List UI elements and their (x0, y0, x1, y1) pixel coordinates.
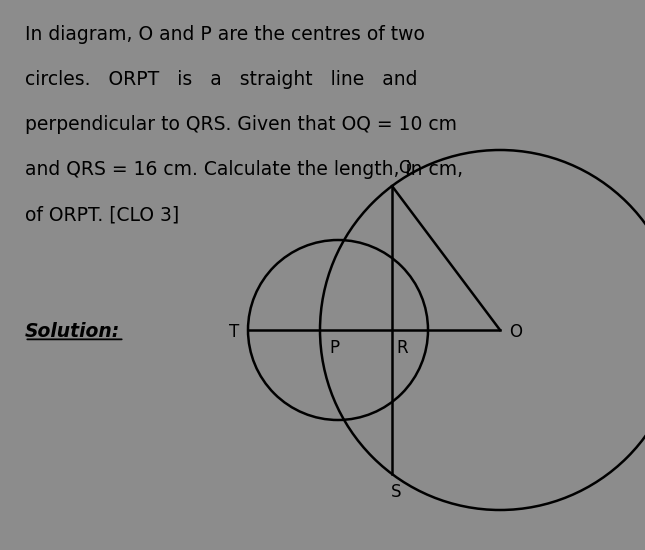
Text: In diagram, O and P are the centres of two: In diagram, O and P are the centres of t… (25, 25, 424, 44)
Text: Solution:: Solution: (25, 322, 120, 341)
Text: T: T (229, 323, 239, 341)
Text: of ORPT. [CLO 3]: of ORPT. [CLO 3] (25, 205, 179, 224)
Text: R: R (396, 339, 408, 357)
Text: circles.   ORPT   is   a   straight   line   and: circles. ORPT is a straight line and (25, 70, 417, 89)
Text: and QRS = 16 cm. Calculate the length, in cm,: and QRS = 16 cm. Calculate the length, i… (25, 160, 462, 179)
Text: S: S (391, 483, 401, 501)
Text: P: P (329, 339, 339, 357)
Text: O: O (509, 323, 522, 341)
Text: perpendicular to QRS. Given that OQ = 10 cm: perpendicular to QRS. Given that OQ = 10… (25, 115, 457, 134)
Text: Q: Q (398, 159, 411, 177)
